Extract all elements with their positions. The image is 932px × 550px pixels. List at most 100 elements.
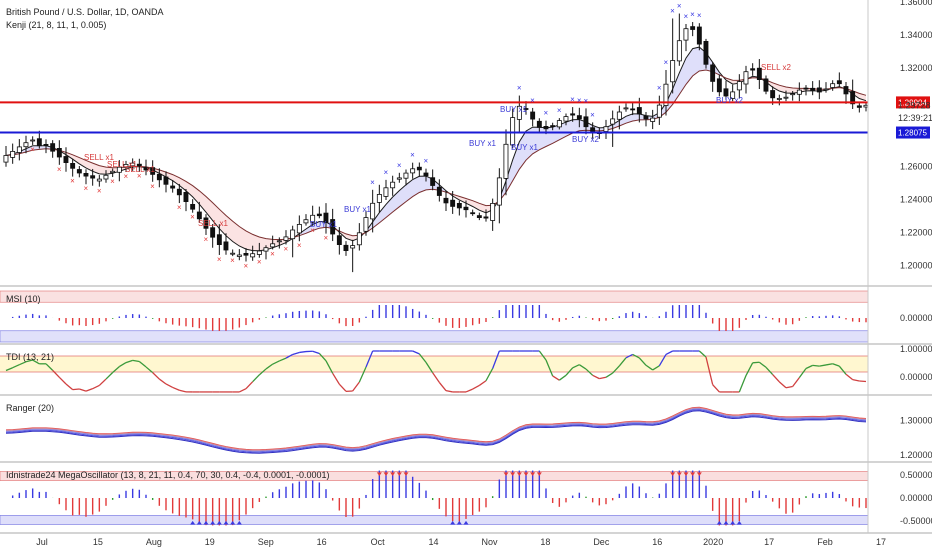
msi-axis: 0.00000 (900, 313, 932, 323)
tdi-line-segment (445, 390, 453, 393)
tdi-line-segment (465, 388, 473, 393)
candle (210, 224, 216, 248)
candle (36, 130, 42, 149)
candle (630, 102, 636, 116)
buy-signal-label: BUY x2 (716, 96, 744, 105)
buy-signal-label: BUY x1 (344, 205, 372, 214)
tdi-line-segment (838, 365, 847, 375)
ranger-pane[interactable] (5, 406, 867, 454)
candle (363, 210, 369, 236)
time-tick-label: Dec (593, 537, 610, 547)
candle (310, 205, 316, 226)
tdi-line-segment (25, 359, 33, 363)
mega-sell-arrow (530, 472, 536, 477)
mega-buy-arrow (716, 520, 722, 525)
megaoscillator-axis: 0.50000 0.00000 -0.50000 (900, 470, 932, 526)
tdi-line-segment (438, 382, 447, 392)
tdi-line-segment (32, 359, 40, 365)
time-tick-label: 16 (652, 537, 662, 547)
mega-buy-arrow (456, 520, 462, 525)
price-pane[interactable]: ×××× ××× ×××××× ×× ××× ××××××××××× ×× × ××××××× ×… (0, 2, 869, 273)
candle (550, 122, 556, 131)
candle (356, 223, 362, 251)
sell-marker: × (370, 178, 375, 187)
tdi-line-segment (325, 360, 334, 374)
tdi-pane[interactable] (0, 350, 868, 393)
candle (230, 249, 236, 257)
sell-marker: × (664, 58, 669, 67)
candle (583, 108, 589, 135)
tdi-line-segment (279, 357, 287, 362)
buy-marker: × (257, 258, 262, 267)
price-tick-label: 1.20000 (900, 261, 932, 271)
sell-marker: × (410, 151, 415, 160)
tdi-line-segment (118, 362, 127, 368)
tdi-line-segment (785, 385, 793, 389)
tdi-line-segment (612, 365, 620, 374)
candle (510, 108, 516, 149)
sell-marker: × (684, 12, 689, 21)
tdi-line-segment (272, 360, 280, 365)
tdi-line-segment (12, 364, 20, 369)
sell-marker: × (557, 106, 562, 115)
tdi-line-segment (772, 374, 780, 383)
tdi-line-segment (299, 350, 307, 354)
candle (183, 188, 189, 212)
candle (296, 215, 302, 242)
candle (436, 179, 442, 202)
tdi-neutral-zone (0, 356, 868, 372)
tdi-line-segment (85, 388, 93, 392)
time-axis[interactable]: Jul 15 Aug 19 Sep 16 Oct 14 Nov 18 Dec 16 2020 17 Feb 1… (36, 537, 886, 547)
candle (270, 235, 276, 250)
tdi-line-segment (665, 350, 673, 356)
candle (783, 90, 789, 102)
overbought-zone (0, 290, 869, 303)
time-tick-label: 15 (93, 537, 103, 547)
candle (816, 80, 822, 100)
msi-pane[interactable] (0, 290, 869, 343)
tdi-line-segment (645, 364, 654, 371)
candle (116, 160, 122, 182)
candle (556, 118, 562, 130)
tdi-line-segment (418, 353, 427, 363)
candle (430, 169, 436, 191)
tdi-line-segment (485, 368, 494, 382)
candle (836, 72, 842, 87)
msi-label: MSI (10) (6, 294, 41, 304)
candle (756, 59, 762, 90)
megaoscillator-label: Idnistrade24 MegaOscillator (13, 8, 21, … (6, 470, 330, 480)
candle (796, 82, 802, 102)
candle (856, 103, 862, 113)
tdi-line-segment (425, 362, 434, 374)
candle (830, 80, 836, 91)
mega-sell-arrow (696, 472, 702, 477)
tdi-line-segment (778, 381, 787, 389)
candle (110, 168, 116, 178)
tdi-line-segment (105, 372, 114, 380)
sell-marker: × (530, 96, 535, 105)
candle (316, 206, 322, 219)
candle (656, 95, 662, 125)
candle (156, 168, 162, 188)
tdi-label: TDI (13, 21) (6, 352, 54, 362)
candle (76, 166, 82, 178)
candle (376, 184, 382, 213)
chart-title: British Pound / U.S. Dollar, 1D, OANDA (6, 7, 164, 17)
tdi-line-segment (365, 350, 374, 368)
candle (130, 158, 136, 171)
msi-tick-label: 0.00000 (900, 313, 932, 323)
candle (43, 139, 49, 154)
price-axis[interactable]: 1.36000 1.34000 1.32000 1.26000 1.24000 1.220… (900, 0, 932, 271)
candle (476, 212, 482, 221)
mega-sell-arrow (516, 472, 522, 477)
candle (256, 242, 262, 258)
tdi-line-segment (859, 380, 867, 383)
tdi-line-segment (265, 363, 274, 370)
tdi-line-segment (112, 366, 120, 373)
candle (570, 107, 576, 122)
candle (83, 169, 89, 185)
tdi-line-segment (585, 368, 594, 376)
ranger-tick-label: 1.30000 (900, 416, 932, 426)
ranger-band (5, 409, 867, 453)
